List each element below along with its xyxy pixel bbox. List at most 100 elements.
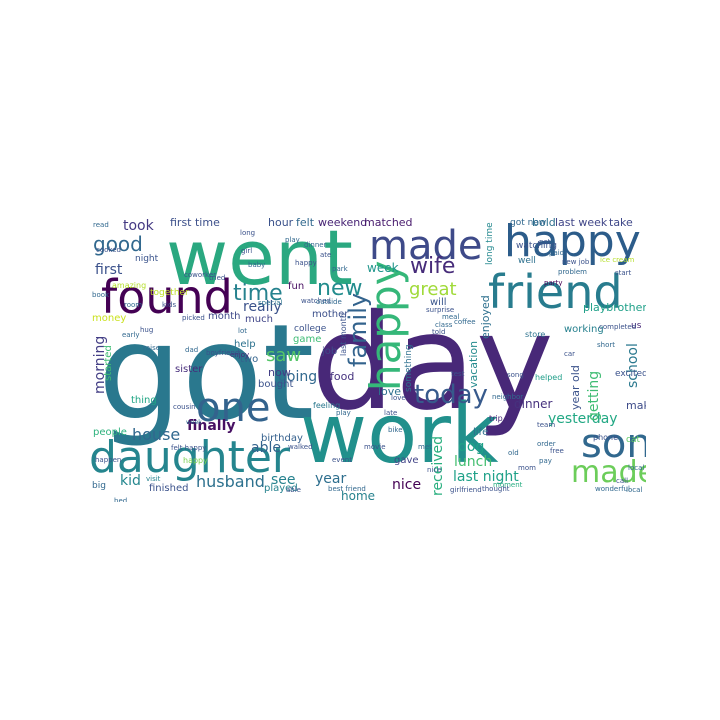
cloud-word: long time bbox=[485, 221, 495, 265]
cloud-word: raise bbox=[143, 344, 161, 352]
cloud-word: girl bbox=[241, 247, 253, 255]
word-cloud: got day went work made happy found friend daught… bbox=[88, 212, 646, 502]
cloud-word: nice bbox=[427, 466, 442, 474]
cloud-word: fun bbox=[288, 281, 305, 292]
cloud-word: dog bbox=[458, 439, 485, 455]
cloud-word: baby bbox=[248, 261, 266, 269]
cloud-word: happy bbox=[295, 259, 317, 267]
cloud-word: event bbox=[332, 456, 352, 464]
cloud-word: really bbox=[243, 299, 282, 315]
cloud-word: night bbox=[135, 254, 159, 264]
cloud-word: happen bbox=[95, 456, 122, 464]
cloud-word: car bbox=[564, 350, 576, 358]
cloud-word: one bbox=[196, 385, 271, 431]
cloud-word: take bbox=[609, 216, 633, 229]
cloud-word: phone bbox=[593, 433, 619, 442]
cloud-word: cooked bbox=[96, 246, 121, 254]
cloud-word: finished bbox=[149, 483, 189, 494]
cloud-word: new bbox=[317, 276, 363, 301]
cloud-word: money bbox=[92, 313, 127, 324]
cloud-word: song bbox=[507, 371, 524, 379]
cloud-word: start bbox=[615, 269, 632, 277]
cloud-word: thing bbox=[131, 395, 157, 406]
cloud-word: boyfriend bbox=[206, 349, 240, 357]
cloud-word: working bbox=[564, 324, 604, 335]
cloud-word: late bbox=[384, 409, 398, 417]
cloud-word: made bbox=[571, 455, 646, 490]
cloud-word: found bbox=[101, 270, 233, 324]
cloud-word: son bbox=[581, 421, 646, 467]
cloud-word: party bbox=[544, 279, 563, 287]
cloud-word: finally bbox=[187, 418, 236, 434]
cloud-word: outside bbox=[316, 298, 342, 306]
cloud-word: early bbox=[122, 331, 140, 339]
cloud-word: going bbox=[278, 369, 318, 385]
cloud-word: gave bbox=[394, 455, 419, 466]
cloud-word: happy bbox=[504, 216, 641, 267]
cloud-word: much bbox=[245, 314, 273, 325]
cloud-word: walked bbox=[288, 443, 313, 451]
cloud-word: got new bbox=[510, 218, 547, 228]
cloud-word: moment bbox=[493, 481, 523, 489]
cloud-word: school bbox=[625, 343, 641, 389]
cloud-word: coworker bbox=[184, 271, 217, 279]
cloud-word: year old bbox=[569, 365, 582, 411]
cloud-word: pet bbox=[539, 238, 551, 246]
cloud-word: food bbox=[330, 370, 355, 383]
cloud-word: new job bbox=[562, 258, 590, 266]
cloud-word: ate bbox=[320, 251, 332, 259]
cloud-word: husband bbox=[196, 472, 265, 491]
cloud-word: able bbox=[286, 486, 301, 494]
cloud-word: read bbox=[93, 221, 109, 229]
cloud-word: play bbox=[336, 409, 351, 417]
cloud-word: took bbox=[123, 218, 154, 234]
cloud-word: local bbox=[628, 464, 645, 472]
cloud-word: trip bbox=[489, 414, 503, 423]
cloud-word: work bbox=[300, 387, 499, 482]
cloud-word: house bbox=[132, 425, 181, 444]
cloud-word: paid bbox=[549, 249, 565, 257]
cloud-word: playbrother bbox=[583, 301, 646, 314]
cloud-word: help bbox=[234, 339, 256, 350]
cloud-word: love bbox=[391, 394, 406, 402]
cloud-word: thought bbox=[482, 485, 510, 493]
cloud-word: matched bbox=[364, 216, 413, 229]
cloud-word: test bbox=[451, 370, 465, 378]
cloud-word: make bbox=[626, 399, 646, 412]
cloud-word: park bbox=[332, 265, 348, 273]
cloud-word: excited bbox=[615, 369, 646, 379]
cloud-word: kid bbox=[120, 473, 141, 489]
cloud-word: time bbox=[233, 281, 283, 306]
cloud-word: long bbox=[240, 229, 256, 237]
cloud-word: sister bbox=[175, 364, 203, 375]
cloud-word: team bbox=[537, 421, 556, 429]
cloud-word: game bbox=[293, 334, 322, 345]
cloud-word: watching bbox=[516, 241, 557, 251]
cloud-word: hour bbox=[268, 216, 294, 229]
cloud-word: amazing bbox=[112, 281, 147, 290]
cloud-word: met bbox=[418, 443, 432, 451]
cloud-word: old bbox=[508, 449, 519, 457]
cloud-word: meal bbox=[442, 313, 460, 321]
cloud-word: tried bbox=[209, 274, 226, 282]
cloud-word: last night bbox=[453, 469, 519, 485]
cloud-word: movie bbox=[364, 443, 386, 451]
cloud-word: first bbox=[95, 262, 123, 278]
cloud-word: nice bbox=[392, 477, 422, 493]
cloud-word: family bbox=[344, 293, 372, 368]
cloud-word: hug bbox=[140, 326, 154, 334]
cloud-word: short bbox=[597, 341, 615, 349]
cloud-word: mother bbox=[312, 309, 349, 320]
cloud-word: love bbox=[378, 385, 402, 398]
cloud-word: went bbox=[166, 213, 353, 302]
cloud-word: month bbox=[208, 311, 241, 322]
cloud-word: helped bbox=[535, 373, 563, 382]
cloud-word: played bbox=[264, 483, 298, 494]
cloud-word: great bbox=[409, 279, 457, 300]
cloud-word: birthday bbox=[261, 433, 303, 444]
cloud-word: two bbox=[240, 354, 259, 365]
cloud-word: play bbox=[285, 236, 300, 244]
cloud-word: best friend bbox=[328, 485, 366, 493]
cloud-word: able bbox=[251, 440, 281, 456]
cloud-word: special bbox=[258, 299, 283, 307]
